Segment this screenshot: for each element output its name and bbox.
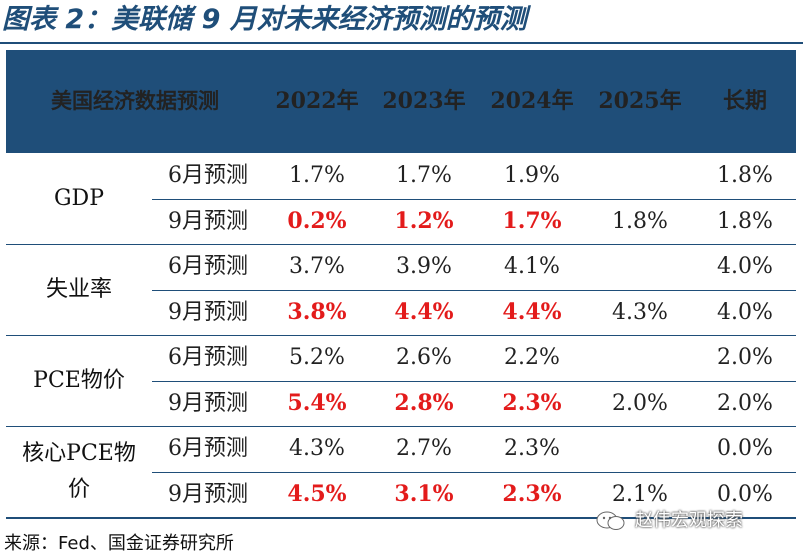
header-year-2023: 2023年 xyxy=(382,88,466,114)
figure-title: 图表 2：美联储 9 月对未来经济预测的预测 xyxy=(2,4,527,35)
group-label: 核心PCE物价 xyxy=(6,436,152,508)
group-divider xyxy=(6,517,796,519)
forecast-round-label: 6月预测 xyxy=(168,345,248,370)
group-label: PCE物价 xyxy=(33,368,125,393)
group-divider xyxy=(6,244,796,245)
value-cell-long-run: 2.0% xyxy=(717,390,773,416)
source-note: 来源：Fed、国金证券研究所 xyxy=(4,533,234,554)
forecast-round-label: 6月预测 xyxy=(168,436,248,461)
row-divider xyxy=(152,471,796,473)
value-cell-2022: 1.7% xyxy=(289,163,345,188)
group-label: GDP xyxy=(53,186,104,211)
value-cell-2024: 2.3% xyxy=(502,480,562,507)
value-cell-2022: 0.2% xyxy=(287,207,347,234)
value-cell-long-run: 2.0% xyxy=(717,345,773,370)
value-cell-2022: 5.4% xyxy=(287,389,347,416)
row-divider xyxy=(152,289,796,291)
value-cell-2022: 5.2% xyxy=(289,345,345,370)
value-cell-2023: 2.6% xyxy=(396,345,452,370)
value-cell-2024: 1.9% xyxy=(504,163,560,188)
value-cell-long-run: 0.0% xyxy=(717,436,773,461)
header-year-2025: 2025年 xyxy=(598,88,682,114)
value-cell-2022: 4.3% xyxy=(289,436,345,461)
row-divider xyxy=(152,198,796,200)
value-cell-2025: 2.1% xyxy=(612,481,668,507)
forecast-round-label: 9月预测 xyxy=(168,390,248,416)
watermark-text: 赵伟宏观探索 xyxy=(635,510,743,531)
forecast-round-label: 9月预测 xyxy=(168,481,248,507)
value-cell-2025: 4.3% xyxy=(612,299,668,325)
value-cell-2024: 4.4% xyxy=(502,298,562,325)
value-cell-2023: 2.8% xyxy=(394,389,454,416)
header-long-run: 长期 xyxy=(722,88,767,114)
value-cell-2022: 4.5% xyxy=(287,480,347,507)
value-cell-2023: 2.7% xyxy=(396,436,452,461)
value-cell-2023: 1.7% xyxy=(396,163,452,188)
value-cell-2023: 4.4% xyxy=(394,298,454,325)
value-cell-long-run: 0.0% xyxy=(717,481,773,507)
forecast-round-label: 9月预测 xyxy=(168,208,248,234)
value-cell-2024: 1.7% xyxy=(502,207,562,234)
wechat-icon xyxy=(596,511,625,530)
table-header: 美国经济数据预测 2022年 2023年 2024年 2025年 长期 xyxy=(6,50,796,153)
value-cell-2025 xyxy=(586,153,694,199)
value-cell-2024: 2.3% xyxy=(502,389,562,416)
header-year-2024: 2024年 xyxy=(490,88,574,114)
value-cell-long-run: 1.8% xyxy=(717,208,773,234)
forecast-round-label: 9月预测 xyxy=(168,299,248,325)
row-divider xyxy=(152,380,796,382)
group-label-line: 价 xyxy=(67,477,90,502)
group-label: 失业率 xyxy=(45,277,112,302)
value-cell-2023: 3.9% xyxy=(396,254,452,279)
header-category: 美国经济数据预测 xyxy=(51,89,219,113)
header-year-2022: 2022年 xyxy=(275,88,359,114)
value-cell-2022: 3.8% xyxy=(287,298,347,325)
value-cell-2025: 2.0% xyxy=(612,390,668,416)
value-cell-2024: 4.1% xyxy=(504,254,560,279)
value-cell-2024: 2.2% xyxy=(504,345,560,370)
value-cell-2023: 3.1% xyxy=(394,480,454,507)
value-cell-2025 xyxy=(586,335,694,381)
value-cell-2025 xyxy=(586,244,694,290)
group-divider xyxy=(6,335,796,336)
value-cell-2025 xyxy=(586,426,694,472)
value-cell-long-run: 4.0% xyxy=(717,299,773,325)
group-divider xyxy=(6,426,796,427)
value-cell-2024: 2.3% xyxy=(504,436,560,461)
forecast-round-label: 6月预测 xyxy=(168,163,248,188)
forecast-round-label: 6月预测 xyxy=(168,254,248,279)
value-cell-long-run: 1.8% xyxy=(717,163,773,188)
group-label-line: 核心PCE物 xyxy=(22,441,136,466)
value-cell-2022: 3.7% xyxy=(289,254,345,279)
value-cell-2023: 1.2% xyxy=(394,207,454,234)
value-cell-long-run: 4.0% xyxy=(717,254,773,279)
title-rule xyxy=(0,42,803,44)
value-cell-2025: 1.8% xyxy=(612,208,668,234)
